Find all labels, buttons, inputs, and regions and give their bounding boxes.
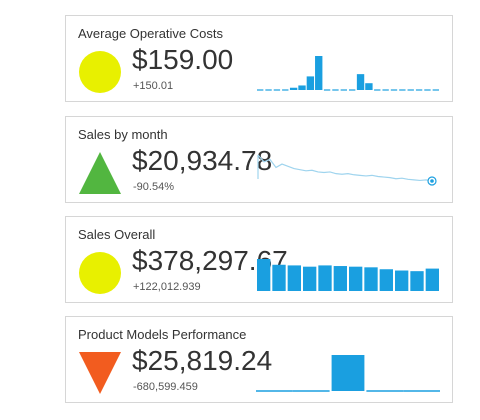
spark-bar xyxy=(349,266,363,291)
spark-bar xyxy=(356,74,365,90)
sparkline xyxy=(257,259,439,291)
spark-bar xyxy=(303,266,317,291)
spark-bar xyxy=(425,268,439,291)
kpi-delta: +122,012.939 xyxy=(133,281,201,293)
spark-bar xyxy=(272,264,286,291)
kpi-value: $25,819.24 xyxy=(132,345,273,376)
spark-bar xyxy=(318,265,332,291)
yellow-circle-icon xyxy=(78,251,122,295)
kpi-card-product-models-performance: Product Models Performance $25,819.24 -6… xyxy=(65,316,453,403)
card-title: Sales Overall xyxy=(78,227,156,242)
yellow-circle-icon xyxy=(78,50,122,94)
kpi-card-average-operative-costs: Average Operative Costs $159.00 +150.01 xyxy=(65,15,453,102)
spark-block xyxy=(331,355,365,391)
spark-bar xyxy=(395,270,409,291)
kpi-delta: +150.01 xyxy=(133,80,174,92)
card-title: Average Operative Costs xyxy=(78,26,223,41)
sparkline xyxy=(257,56,439,91)
spark-bar xyxy=(315,56,323,90)
spark-bar xyxy=(287,265,301,291)
orange-triangle-down-icon xyxy=(78,351,122,395)
spark-bar xyxy=(410,271,424,291)
spark-line xyxy=(257,154,433,182)
green-triangle-up-icon xyxy=(78,151,122,195)
sparkline xyxy=(257,154,437,186)
kpi-delta: -680,599.459 xyxy=(133,381,198,393)
kpi-value: $159.00 xyxy=(132,44,234,75)
spark-bar xyxy=(289,87,298,90)
kpi-card-sales-overall: Sales Overall $378,297.67 +122,012.939 xyxy=(65,216,453,303)
spark-bar xyxy=(333,266,347,291)
kpi-value: $20,934.78 xyxy=(132,145,273,176)
sparkline xyxy=(256,355,440,392)
spark-bar xyxy=(365,83,373,90)
spark-bar xyxy=(298,85,306,90)
spark-bar xyxy=(379,269,393,291)
kpi-card-sales-by-month: Sales by month $20,934.78 -90.54% xyxy=(65,116,453,203)
spark-bar xyxy=(306,76,315,90)
spark-bar xyxy=(364,267,378,291)
card-title: Product Models Performance xyxy=(78,327,247,342)
spark-bar xyxy=(257,259,271,291)
kpi-delta: -90.54% xyxy=(133,181,174,193)
card-title: Sales by month xyxy=(78,127,168,142)
spark-end-marker-dot xyxy=(430,179,434,183)
